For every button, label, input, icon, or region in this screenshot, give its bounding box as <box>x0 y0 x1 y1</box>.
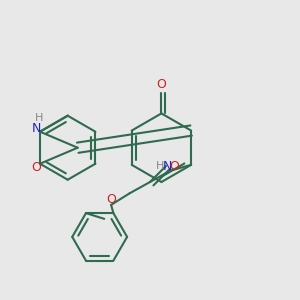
Text: H: H <box>156 161 164 171</box>
Text: O: O <box>32 160 41 174</box>
Text: O: O <box>169 160 179 172</box>
Text: H: H <box>34 113 43 123</box>
Text: N: N <box>162 160 172 172</box>
Text: N: N <box>32 122 41 135</box>
Text: O: O <box>157 78 166 91</box>
Text: O: O <box>106 193 116 206</box>
